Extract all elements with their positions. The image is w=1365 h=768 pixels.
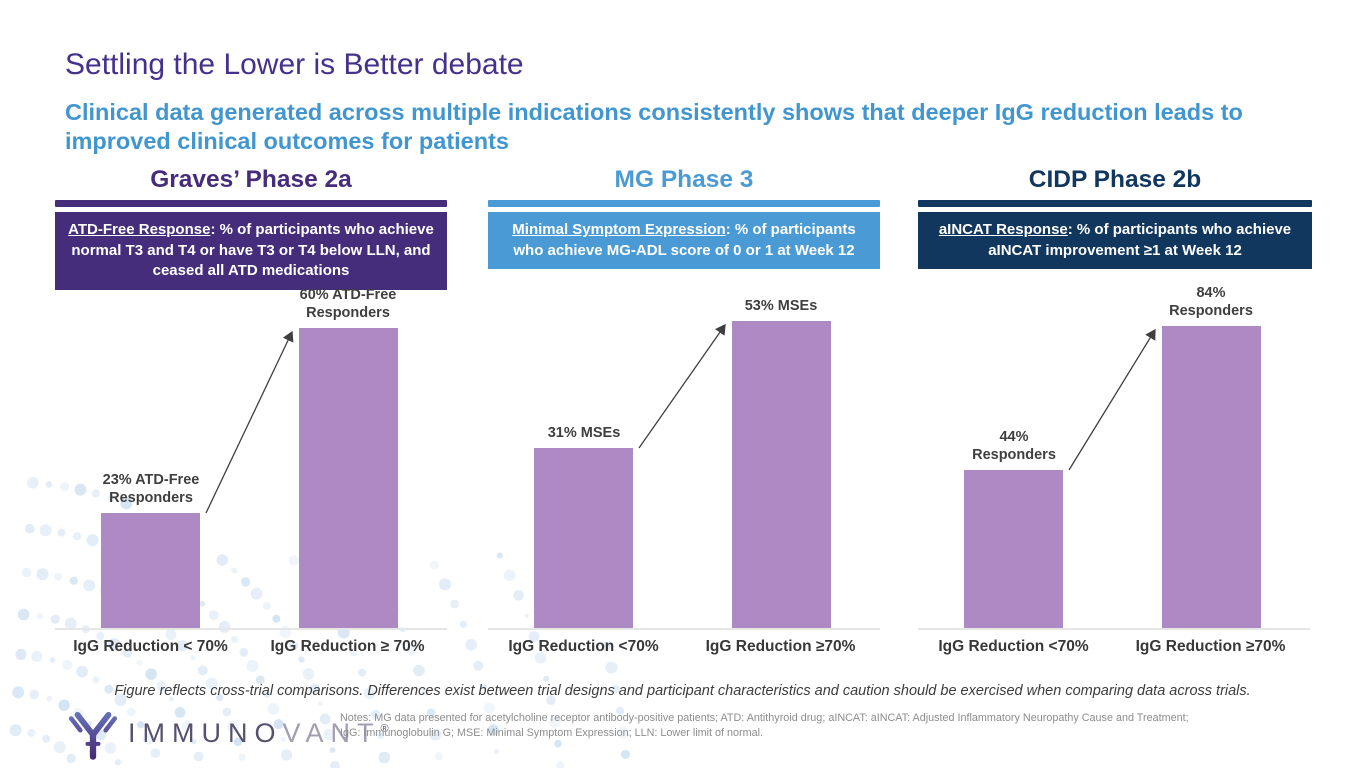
graves-xlabel-high: IgG Reduction ≥ 70% <box>270 638 425 655</box>
mg-xlabel-high: IgG Reduction ≥70% <box>705 638 856 655</box>
cidp-axis-baseline <box>918 628 1310 630</box>
graves-xlabel-low: IgG Reduction < 70% <box>73 638 228 655</box>
graves-bar-high-label: 60% ATD-Free Responders <box>299 286 397 321</box>
mg-definition-lead: Minimal Symptom Expression <box>512 221 726 238</box>
mg-definition-rest: : % of participants who achieve MG-ADL s… <box>513 221 856 259</box>
mg-bar-high-label: 53% MSEs <box>744 297 818 314</box>
cidp-definition-lead: aINCAT Response <box>938 221 1068 238</box>
page-title: Settling the Lower is Better debate <box>65 48 524 81</box>
graves-definition-box: ATD-Free Response: % of participants who… <box>55 212 447 291</box>
mg-bar-low-reduction <box>534 448 633 628</box>
cidp-accent-rule <box>918 200 1312 207</box>
graves-axis-baseline <box>55 628 447 630</box>
mg-bar-high-reduction <box>732 321 831 628</box>
mg-title: MG Phase 3 <box>614 166 754 193</box>
mg-axis-baseline <box>488 628 880 630</box>
cidp-bar-chart: 44% Responders 84% Responders IgG Reduct… <box>918 284 1310 655</box>
cidp-xlabel-high: IgG Reduction ≥70% <box>1135 638 1286 655</box>
graves-bar-low-reduction <box>101 513 200 628</box>
cidp-title: CIDP Phase 2b <box>1028 166 1202 193</box>
graves-accent-rule <box>55 200 447 207</box>
mg-xlabel-low: IgG Reduction <70% <box>508 638 659 655</box>
column-graves-header: Graves’ Phase 2a ATD-Free Response: % of… <box>55 166 447 291</box>
graves-bar-high-reduction <box>299 328 398 628</box>
antibody-icon <box>68 711 118 760</box>
mg-bar-low-label: 31% MSEs <box>547 424 621 441</box>
cross-trial-disclaimer: Figure reflects cross-trial comparisons.… <box>114 683 1251 699</box>
mg-definition-box: Minimal Symptom Expression: % of partici… <box>488 212 880 270</box>
cidp-definition-rest: : % of participants who achieve aINCAT i… <box>988 221 1292 259</box>
registered-mark: ® <box>380 722 389 735</box>
column-cidp-header: CIDP Phase 2b aINCAT Response: % of part… <box>918 166 1312 270</box>
cidp-bar-low-label: 44% Responders <box>972 428 1056 463</box>
column-mg-header: MG Phase 3 Minimal Symptom Expression: %… <box>488 166 880 270</box>
cidp-bar-high-label: 84% Responders <box>1169 284 1253 319</box>
mg-accent-rule <box>488 200 880 207</box>
immunovant-logo: IMMUNOVANT® <box>64 702 389 764</box>
brand-wordmark: IMMUNOVANT® <box>128 717 389 748</box>
cidp-bar-high-reduction <box>1162 326 1261 628</box>
cidp-definition-box: aINCAT Response: % of participants who a… <box>918 212 1312 270</box>
graves-definition-lead: ATD-Free Response <box>68 221 211 238</box>
graves-bar-chart: 23% ATD-Free Responders 60% ATD-Free Res… <box>55 285 447 655</box>
graves-title: Graves’ Phase 2a <box>150 166 352 193</box>
mg-bar-chart: 31% MSEs 53% MSEs IgG Reduction <70% IgG… <box>488 285 880 655</box>
cidp-xlabel-low: IgG Reduction <70% <box>938 638 1089 655</box>
footnotes: Notes: MG data presented for acetylcholi… <box>340 712 1189 739</box>
graves-bar-low-label: 23% ATD-Free Responders <box>102 471 200 506</box>
graves-definition-rest: : % of participants who achieve normal T… <box>71 221 434 280</box>
page-subtitle: Clinical data generated across multiple … <box>65 99 1243 154</box>
cidp-bar-low-reduction <box>964 470 1063 628</box>
